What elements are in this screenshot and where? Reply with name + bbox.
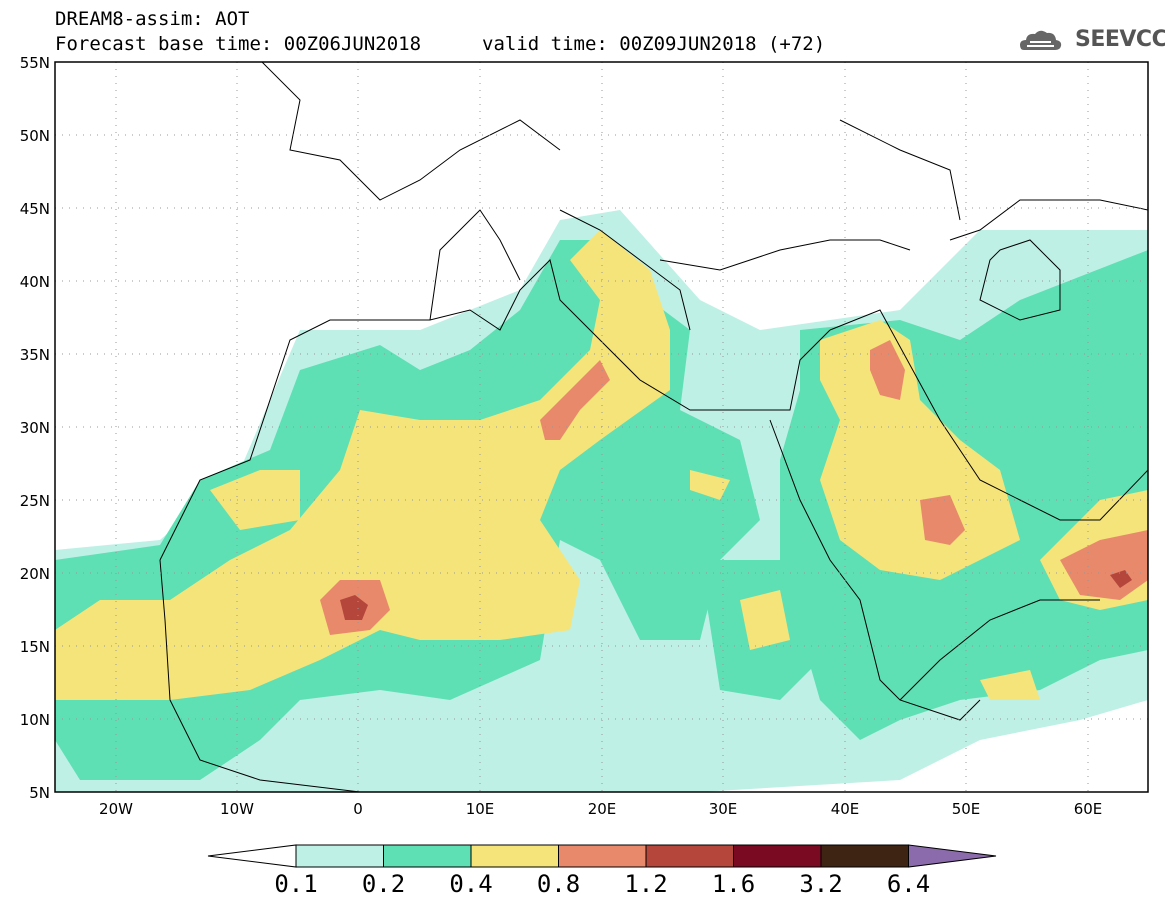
lat-label-45n: 45N [19, 200, 50, 218]
lat-label-30n: 30N [19, 419, 50, 437]
lon-label-50e: 50E [951, 800, 981, 818]
lon-label-20e: 20E [587, 800, 617, 818]
forecast-base-time: Forecast base time: 00Z06JUN2018 [55, 33, 422, 55]
colorbar-bin-7 [820, 844, 909, 868]
graticule [55, 62, 1148, 792]
lat-label-50n: 50N [19, 127, 50, 145]
lon-label-10e: 10E [465, 800, 495, 818]
lon-label-0: 0 [353, 800, 363, 818]
colorbar-bin-4 [558, 844, 647, 868]
colorbar-under-arrow [207, 844, 297, 868]
lat-label-55n: 55N [19, 54, 50, 72]
seevccc-logo-cloud-icon [1020, 30, 1062, 50]
lon-label-60e: 60E [1073, 800, 1103, 818]
colorbar-label: 0.4 [449, 870, 493, 898]
colorbar-label: 1.6 [711, 870, 756, 898]
seevccc-logo-text: SEEVCCC [1075, 27, 1165, 52]
lon-label-30e: 30E [708, 800, 738, 818]
colorbar-bin-6 [733, 844, 822, 868]
colorbar-label: 0.2 [361, 870, 406, 898]
lat-label-15n: 15N [19, 638, 50, 656]
colorbar-label: 1.2 [624, 870, 668, 898]
lat-label-40n: 40N [19, 273, 50, 291]
lat-label-10n: 10N [19, 711, 50, 729]
colorbar-label: 6.4 [886, 870, 931, 898]
map-frame [54, 61, 1149, 793]
colorbar-bin-2 [383, 844, 472, 868]
colorbar-bin-3 [470, 844, 559, 868]
lon-label-40e: 40E [830, 800, 860, 818]
lat-label-25n: 25N [19, 492, 50, 510]
valid-time: valid time: 00Z09JUN2018 (+72) [482, 33, 826, 55]
lat-label-20n: 20N [19, 565, 50, 583]
lon-label-20w: 20W [99, 800, 133, 818]
colorbar-over-arrow [908, 844, 997, 868]
chart-title: DREAM8-assim: AOT [55, 8, 250, 30]
colorbar [207, 844, 997, 868]
lat-label-5n: 5N [29, 784, 50, 802]
lon-label-10w: 10W [220, 800, 254, 818]
lat-label-35n: 35N [19, 346, 50, 364]
colorbar-label: 0.1 [274, 870, 318, 898]
coastlines [159, 62, 1148, 792]
colorbar-bin-1 [295, 844, 384, 868]
colorbar-label: 0.8 [536, 870, 581, 898]
colorbar-label: 3.2 [799, 870, 843, 898]
colorbar-bin-5 [645, 844, 734, 868]
